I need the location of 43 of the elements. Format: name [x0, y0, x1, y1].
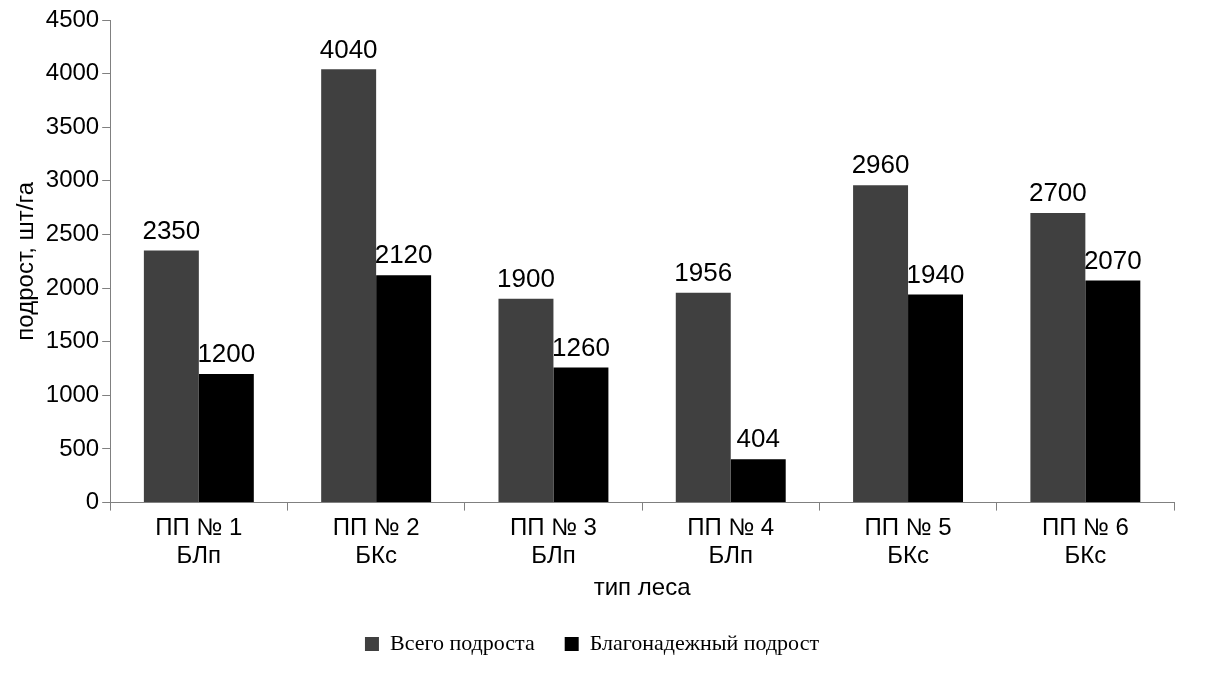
data-label: 2350: [142, 214, 201, 245]
bar: [553, 367, 609, 503]
data-label: 404: [736, 423, 780, 454]
bar: [1030, 213, 1086, 503]
bar: [198, 373, 254, 503]
data-label: 2700: [1028, 177, 1087, 208]
data-label: 4040: [319, 33, 378, 64]
y-tick-label: 1000: [45, 379, 100, 407]
y-tick-label: 0: [85, 487, 100, 515]
bar: [730, 459, 786, 503]
x-axis-title: тип леса: [593, 573, 692, 601]
bar: [376, 275, 432, 503]
data-label: 2070: [1083, 244, 1142, 275]
data-label: 1200: [197, 338, 256, 369]
y-tick-label: 4500: [45, 4, 100, 32]
y-tick-label: 3000: [45, 165, 100, 193]
y-tick-label: 500: [59, 433, 100, 461]
bar: [321, 69, 377, 503]
legend-label: Всего подроста: [389, 629, 535, 655]
y-tick-label: 3500: [45, 111, 100, 139]
x-tick-label: ПП № 5 БКс: [864, 512, 952, 569]
bar: [143, 250, 199, 503]
y-tick-label: 2500: [45, 219, 100, 247]
bar: [853, 185, 909, 503]
data-label: 1956: [674, 257, 733, 287]
data-label: 1940: [906, 258, 965, 289]
y-tick-label: 2000: [45, 272, 100, 300]
data-label: 1260: [552, 331, 610, 362]
bar: [908, 294, 964, 503]
x-tick-label: ПП № 1 БЛп: [155, 512, 243, 569]
data-label: 2960: [851, 149, 910, 180]
x-tick-label: ПП № 2 БКс: [332, 512, 420, 569]
bar: [498, 298, 554, 503]
y-axis-title: подрост, шт/га: [11, 181, 39, 341]
x-tick-label: ПП № 4 БЛп: [687, 512, 775, 569]
bar: [1085, 280, 1141, 503]
data-label: 2120: [374, 239, 433, 270]
bar: [675, 292, 731, 503]
y-tick-label: 1500: [45, 326, 100, 354]
data-label: 1900: [497, 263, 555, 294]
x-tick-label: ПП № 6 БКс: [1041, 512, 1129, 569]
y-tick-label: 4000: [45, 58, 100, 86]
legend-label: Благонадежный подрост: [589, 629, 820, 655]
